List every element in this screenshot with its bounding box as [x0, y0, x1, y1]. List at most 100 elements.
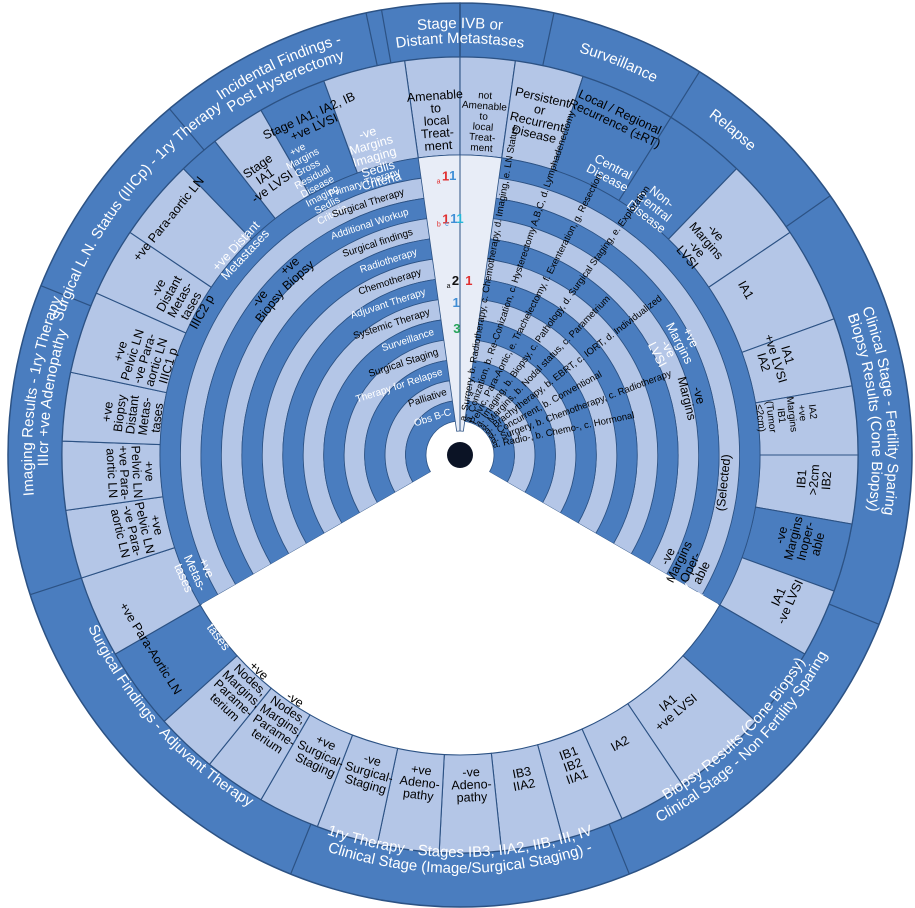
- sector-label-line: tases: [149, 402, 167, 433]
- sector-label-line: able: [808, 531, 827, 557]
- sector-label-line: -ve: [462, 765, 480, 780]
- sector-label-line: IB1: [774, 407, 787, 424]
- outer-band-divider: [542, 12, 555, 66]
- treatment-mark-sub: a: [437, 178, 441, 185]
- bottom-cutout: [201, 455, 719, 753]
- sector-label-line: -ve: [658, 545, 678, 567]
- outer-band-divider: [670, 71, 701, 118]
- sector-label-line: IA2: [754, 351, 773, 373]
- sector-label-line: ment: [424, 138, 453, 154]
- sector-label-line: Distant: [123, 394, 142, 435]
- sector-label-line: IB2: [819, 471, 834, 491]
- sector-label-line: not: [478, 90, 493, 102]
- sector-label: (Selected): [714, 454, 734, 512]
- sector-label-line: IB2: [562, 755, 584, 775]
- sector-label-line: Amenable: [406, 87, 463, 105]
- treatment-mark: 1: [442, 211, 449, 226]
- sector-label-line: (Tumor: [763, 400, 778, 434]
- sector-label-line: Adeno-: [451, 777, 492, 792]
- sector-label-line: +ve: [795, 404, 808, 422]
- sector-label-line: pathy: [456, 790, 488, 805]
- sector-label-line: Treat-: [469, 132, 496, 145]
- outer-band-label-text: Stage IVB or: [416, 15, 503, 34]
- sector-label-line: local: [423, 113, 450, 129]
- ring-band: [405, 400, 515, 483]
- treatment-mark: 3: [453, 321, 460, 336]
- sector-label-line: pathy: [402, 786, 435, 804]
- treatment-mark: 1: [465, 273, 472, 288]
- sector-label-line: >2cm: [806, 464, 822, 496]
- sector-label-line: ment: [470, 142, 493, 155]
- sector-label-line: IA1: [768, 585, 788, 608]
- sector-label-line: aortic LN: [103, 448, 120, 499]
- sector-label-line: Margins: [784, 396, 799, 433]
- treatment-mark: 1: [453, 295, 460, 310]
- outer-band-label: Stage IVB or: [416, 15, 503, 34]
- sector-label-line: IA2: [806, 404, 819, 421]
- sector-label-line: Pelvic LN: [128, 445, 145, 498]
- treatment-mark: 1: [442, 168, 449, 183]
- outer-band-divider: [365, 12, 378, 66]
- sector-label-line: +ve Para-: [116, 445, 133, 500]
- sector-label-line: to: [479, 111, 489, 123]
- sector-label-line: -ve: [690, 385, 708, 405]
- sector-layer: [7, 2, 913, 908]
- center-hub: [447, 442, 473, 468]
- sector-label-line: -ve: [357, 124, 378, 142]
- outer-band-divider: [40, 285, 92, 307]
- sector-label-line: or: [533, 102, 547, 118]
- sector-label-line: -ve: [362, 751, 383, 769]
- treatment-mark: 1: [456, 211, 463, 226]
- sector-label-line: Biopsy: [111, 393, 130, 433]
- sector-label-line: Amenable: [462, 100, 508, 114]
- sector-label-line: IB1: [794, 469, 809, 489]
- sector-label-line: -ve: [773, 525, 791, 545]
- sector-label-line: Adeno-: [399, 773, 441, 792]
- sector-label-line: to: [430, 101, 441, 116]
- treatment-mark-sub: a: [447, 283, 451, 290]
- sector-label-line: +ve: [99, 401, 115, 423]
- treatment-mark: 1: [450, 211, 457, 226]
- sector-label-line: IIA2: [512, 776, 537, 794]
- outer-band-divider: [828, 603, 880, 625]
- ring-layer: [159, 57, 761, 753]
- treatment-mark-sub: b: [437, 221, 441, 228]
- outer-band-divider: [608, 823, 630, 875]
- treatment-mark-sub: c: [445, 221, 449, 228]
- outer-band-divider: [785, 195, 831, 228]
- sector-label-line: +ve: [148, 513, 166, 536]
- outer-band-divider: [169, 108, 205, 151]
- sector-label-line: IA1: [778, 344, 797, 366]
- outer-band-divider: [380, 9, 392, 64]
- treatment-mark: 2: [452, 273, 459, 288]
- treatment-mark: 1: [449, 168, 456, 183]
- sector-label-line: +ve: [142, 461, 157, 482]
- sector-label-line: Metas-: [136, 396, 155, 436]
- sector-label-line: ≤2cm): [753, 404, 767, 433]
- sector-label-line: (Selected): [714, 454, 734, 512]
- sector-label-line: IB3: [511, 764, 532, 781]
- outer-band-divider: [290, 823, 312, 875]
- sector-label-line: +ve: [410, 762, 432, 778]
- sector-label-line: local: [472, 121, 493, 133]
- sector-label-line: for: [652, 592, 672, 612]
